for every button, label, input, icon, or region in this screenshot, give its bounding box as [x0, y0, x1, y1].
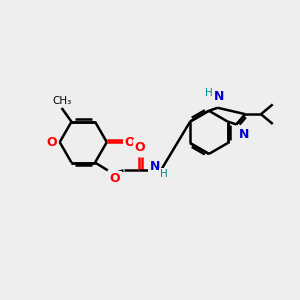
Text: N: N — [214, 90, 224, 103]
Text: H: H — [160, 169, 168, 179]
Text: N: N — [150, 160, 160, 173]
Text: N: N — [238, 128, 249, 141]
Text: O: O — [110, 172, 120, 185]
Text: O: O — [124, 136, 135, 148]
Text: CH₃: CH₃ — [52, 96, 71, 106]
Text: H: H — [205, 88, 213, 98]
Text: O: O — [46, 136, 57, 148]
Text: O: O — [134, 141, 145, 154]
